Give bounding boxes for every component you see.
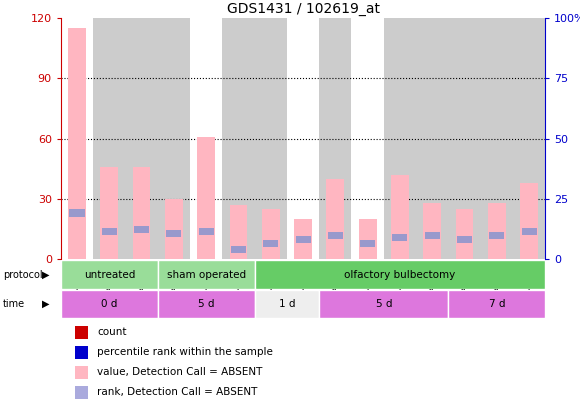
Bar [75,366,88,379]
Bar [75,326,88,339]
Bar [263,240,278,247]
Bar [255,18,287,259]
Bar [448,290,545,318]
Bar [319,18,351,259]
Bar [61,18,93,259]
Bar [481,18,513,259]
Bar [133,167,150,259]
Bar [489,232,505,239]
Bar [360,240,375,247]
Bar [158,290,255,318]
Bar [488,203,506,259]
Bar [61,290,158,318]
Text: rank, Detection Call = ABSENT: rank, Detection Call = ABSENT [97,388,258,397]
Bar [423,203,441,259]
Bar [391,175,409,259]
Text: count: count [97,328,126,337]
Bar [262,209,280,259]
Bar [230,205,247,259]
Bar [327,179,344,259]
Bar [100,167,118,259]
Text: ▶: ▶ [42,299,49,309]
Bar [351,18,384,259]
Bar [197,137,215,259]
Text: 0 d: 0 d [101,299,118,309]
Bar [68,28,86,259]
Bar [102,228,117,234]
Bar [520,183,538,259]
Bar [328,232,343,239]
Bar [255,260,545,289]
Bar [295,236,311,243]
Bar [425,232,440,239]
Text: percentile rank within the sample: percentile rank within the sample [97,347,273,358]
Bar [134,226,149,232]
Text: 5 d: 5 d [198,299,215,309]
Bar [416,18,448,259]
Bar [392,234,408,241]
Text: ▶: ▶ [42,270,49,279]
Text: olfactory bulbectomy: olfactory bulbectomy [345,270,455,279]
Bar [70,209,85,217]
Text: time: time [3,299,25,309]
Bar [61,260,158,289]
Bar [294,219,312,259]
Bar [93,18,125,259]
Bar [255,290,319,318]
Bar [456,209,473,259]
Bar [125,18,158,259]
Bar [75,345,88,359]
Text: value, Detection Call = ABSENT: value, Detection Call = ABSENT [97,367,263,377]
Bar [287,18,319,259]
Text: 7 d: 7 d [488,299,505,309]
Bar [521,228,536,234]
Bar [158,18,190,259]
Bar [448,18,481,259]
Bar [165,199,183,259]
Bar [190,18,222,259]
Text: untreated: untreated [84,270,135,279]
Bar [231,246,246,253]
Bar [222,18,255,259]
Text: 5 d: 5 d [375,299,392,309]
Text: protocol: protocol [3,270,42,279]
Bar [384,18,416,259]
Text: sham operated: sham operated [166,270,246,279]
Bar [166,230,182,237]
Text: 1 d: 1 d [278,299,295,309]
Bar [457,236,472,243]
Bar [319,290,448,318]
Title: GDS1431 / 102619_at: GDS1431 / 102619_at [227,2,379,16]
Bar [198,228,214,234]
Bar [513,18,545,259]
Bar [158,260,255,289]
Bar [75,386,88,399]
Bar [359,219,376,259]
